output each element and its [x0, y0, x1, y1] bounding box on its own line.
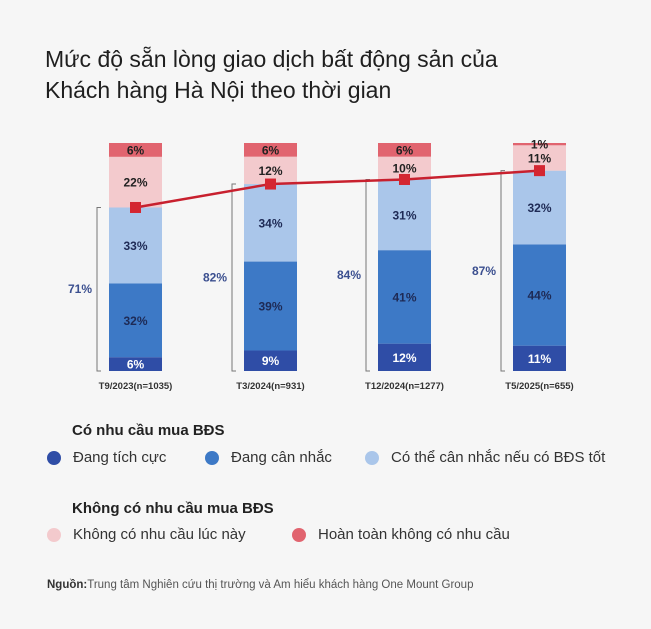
segment-label: 6% [396, 143, 414, 157]
total-demand-label: 84% [337, 268, 361, 282]
legend-heading-buy: Có nhu cầu mua BĐS [72, 422, 225, 439]
bar-segment [109, 143, 162, 157]
bar-segment [378, 143, 431, 157]
stacked-bar-chart: 6% 32% 33% 22% 6% 71% T9/2023(n=1035) 9% 39% 34% 1… [68, 138, 574, 392]
bar-segment [244, 143, 297, 157]
trend-line [135, 169, 540, 209]
category-label: T12/2024(n=1277) [365, 381, 444, 392]
bar-segment [378, 156, 431, 180]
trend-marker [534, 165, 545, 177]
segment-label: 12% [258, 164, 282, 178]
legend-item-not-now: Không có nhu cầu lúc này [47, 526, 246, 543]
segment-label: 33% [123, 239, 147, 253]
segment-label: 1% [531, 138, 549, 152]
bar-segment [513, 345, 566, 371]
legend-dot [205, 450, 219, 465]
segment-label: 10% [392, 162, 416, 176]
total-demand-label: 71% [68, 282, 92, 296]
legend-item-active: Đang tích cực [47, 449, 166, 466]
bar-segment [513, 170, 566, 245]
bar-segment [109, 207, 162, 284]
category-label: T5/2025(n=655) [505, 381, 573, 392]
bar-segment [378, 250, 431, 344]
bar-segment [244, 261, 297, 351]
trend-marker [130, 201, 141, 213]
bracket [365, 178, 370, 372]
segment-label: 6% [262, 143, 280, 157]
bar-segment [244, 184, 297, 262]
total-demand-label: 82% [203, 271, 227, 285]
segment-label: 32% [123, 314, 147, 328]
segment-label: 22% [123, 176, 147, 190]
legend-dot [365, 450, 379, 465]
trend-marker [399, 173, 410, 185]
bracket [96, 206, 101, 372]
segment-label: 39% [258, 300, 282, 314]
bracket [231, 183, 236, 372]
bracket [500, 170, 505, 372]
segment-label: 41% [392, 290, 416, 304]
source-note: Nguồn:Trung tâm Nghiên cứu thị trường và… [47, 579, 474, 591]
segment-label: 32% [527, 201, 551, 215]
legend-heading-no-buy: Không có nhu cầu mua BĐS [72, 500, 274, 517]
segment-label: 31% [392, 208, 416, 222]
legend-dot [292, 527, 306, 542]
segment-label: 11% [528, 352, 552, 366]
bar-segment [244, 350, 297, 371]
bar-segment [378, 179, 431, 251]
bar-segment [378, 343, 431, 371]
trend-marker [265, 178, 276, 190]
bar-segment [513, 244, 566, 346]
legend-dot [47, 450, 61, 465]
chart-title: Mức độ sẵn lòng giao dịch bất động sản c… [45, 46, 498, 103]
bar-segment [513, 143, 566, 146]
segment-label: 11% [528, 151, 552, 165]
bar-segment [109, 283, 162, 358]
category-label: T9/2023(n=1035) [99, 381, 173, 392]
segment-label: 44% [527, 289, 551, 303]
category-label: T3/2024(n=931) [236, 381, 304, 392]
bar-segment [109, 156, 162, 208]
segment-label: 34% [258, 216, 282, 230]
legend-dot [47, 527, 61, 542]
bar-segment [109, 357, 162, 371]
segment-label: 9% [262, 354, 280, 368]
segment-label: 6% [127, 358, 145, 372]
legend-item-maybe: Có thể cân nhắc nếu có BĐS tốt [365, 449, 605, 466]
total-demand-label: 87% [472, 264, 496, 278]
segment-label: 12% [392, 351, 416, 365]
segment-label: 6% [127, 143, 145, 157]
legend-item-considering: Đang cân nhắc [205, 449, 332, 466]
legend-item-no-need: Hoàn toàn không có nhu cầu [292, 526, 510, 543]
